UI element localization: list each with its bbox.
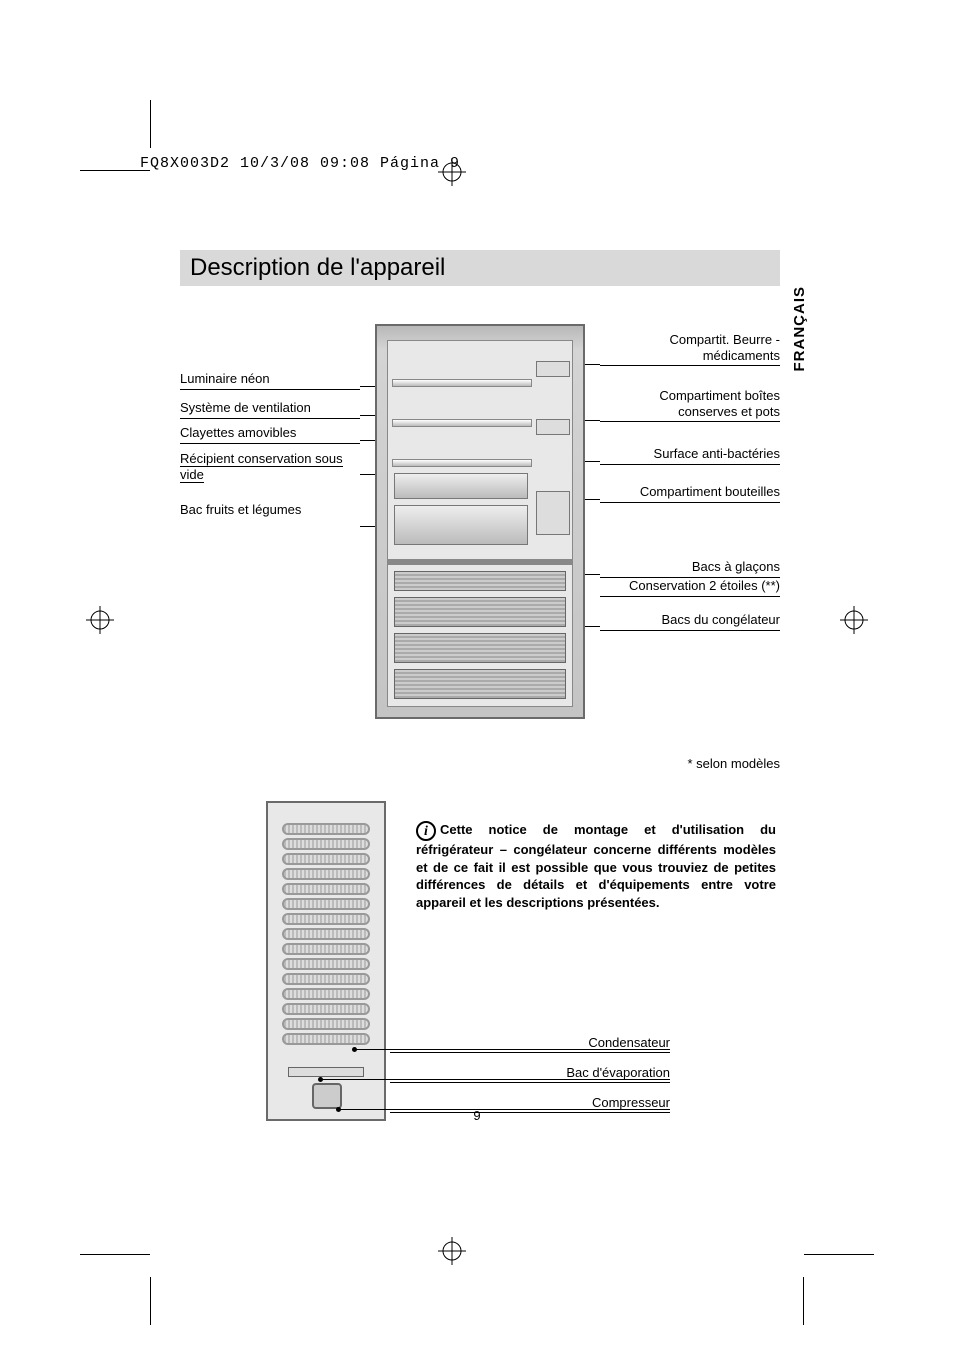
vacuum-container [394, 473, 528, 499]
label-boites: Compartiment boîtes conserves et pots [600, 388, 780, 422]
language-tab: FRANÇAIS [791, 286, 808, 372]
notice-text: Cette notice de montage et d'utilisation… [416, 822, 776, 910]
footnote: * selon modèles [180, 756, 780, 771]
label-glacons: Bacs à glaçons [600, 559, 780, 578]
label-clayettes: Clayettes amovibles [180, 425, 360, 444]
condenser-coils [282, 823, 370, 1049]
crisper-drawer [394, 505, 528, 545]
fridge-back-illustration [266, 801, 386, 1121]
shelf [392, 419, 532, 427]
label-bouteilles: Compartiment bouteilles [600, 484, 780, 503]
label-bac-fruits: Bac fruits et légumes [180, 502, 360, 520]
evaporation-tray [288, 1067, 364, 1077]
leader-line [354, 1049, 670, 1050]
crop-mark [804, 1254, 874, 1255]
info-icon: i [416, 821, 436, 841]
notice-box: iCette notice de montage et d'utilisatio… [416, 821, 776, 911]
label-congelateur: Bacs du congélateur [600, 612, 780, 631]
crop-mark [150, 1277, 151, 1325]
print-header: FQ8X003D2 10/3/08 09:08 Página 9 [140, 155, 460, 172]
label-condensateur: Condensateur [390, 1035, 670, 1053]
crop-mark [803, 1277, 804, 1325]
registration-mark-icon [438, 1237, 466, 1265]
door-bin [536, 419, 570, 435]
label-luminaire: Luminaire néon [180, 371, 360, 390]
freezer-drawer [394, 633, 566, 663]
leader-dot [318, 1077, 323, 1082]
leader-line [320, 1079, 670, 1080]
section-title: Description de l'appareil [180, 250, 780, 286]
shelf [392, 459, 532, 467]
page-number: 9 [0, 1108, 954, 1123]
shelf [392, 379, 532, 387]
freezer-drawer [394, 669, 566, 699]
registration-mark-icon [840, 606, 868, 634]
bottle-bin [536, 491, 570, 535]
leader-dot [352, 1047, 357, 1052]
label-evaporation: Bac d'évaporation [390, 1065, 670, 1083]
door-bin [536, 361, 570, 377]
label-beurre: Compartit. Beurre - médicaments [600, 332, 780, 366]
fridge-front-illustration [375, 324, 585, 719]
ice-tray-drawer [394, 571, 566, 591]
appliance-back-diagram: iCette notice de montage et d'utilisatio… [180, 801, 780, 1141]
compressor [312, 1083, 342, 1109]
crop-mark [150, 100, 151, 148]
appliance-front-diagram: Luminaire néon Système de ventilation Cl… [180, 316, 780, 746]
label-antibacteries: Surface anti-bactéries [600, 446, 780, 465]
fridge-interior [387, 340, 573, 707]
label-ventilation: Système de ventilation [180, 400, 360, 419]
freezer-drawer [394, 597, 566, 627]
label-recipient: Récipient conservation sous vide [180, 451, 360, 484]
page-content: Description de l'appareil Luminaire néon… [180, 250, 780, 1141]
crop-mark [80, 1254, 150, 1255]
registration-mark-icon [86, 606, 114, 634]
label-text: Récipient conservation sous vide [180, 451, 343, 483]
compartment-divider [388, 559, 572, 565]
label-2etoiles: Conservation 2 étoiles (**) [600, 578, 780, 597]
